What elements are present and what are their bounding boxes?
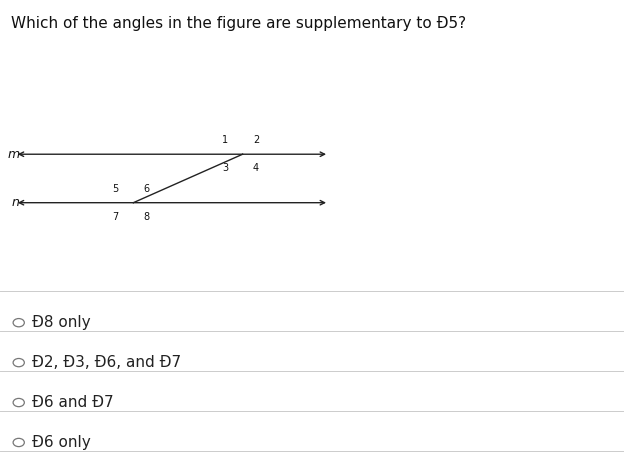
Text: n: n [11, 196, 19, 209]
Text: Ð6 only: Ð6 only [32, 435, 91, 450]
Text: 2: 2 [253, 135, 259, 145]
Text: Ð2, Ð3, Ð6, and Ð7: Ð2, Ð3, Ð6, and Ð7 [32, 355, 182, 370]
Text: Ð6 and Ð7: Ð6 and Ð7 [32, 395, 114, 410]
Text: 5: 5 [112, 184, 119, 194]
Text: m: m [7, 148, 19, 161]
Text: Ð8 only: Ð8 only [32, 315, 91, 330]
Text: 6: 6 [144, 184, 150, 194]
Text: Which of the angles in the figure are supplementary to Ð5?: Which of the angles in the figure are su… [11, 16, 466, 31]
Text: 1: 1 [222, 135, 228, 145]
Text: 7: 7 [112, 212, 119, 222]
Text: 3: 3 [222, 163, 228, 174]
Text: 8: 8 [144, 212, 150, 222]
Text: 4: 4 [253, 163, 259, 174]
